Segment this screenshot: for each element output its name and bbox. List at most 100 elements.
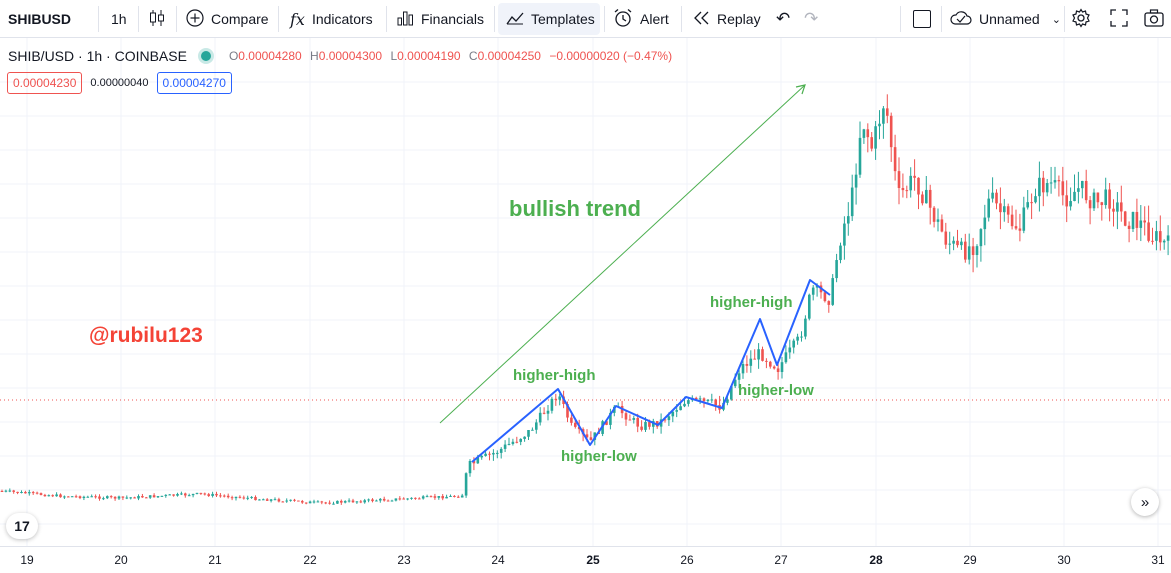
candle-body [406,498,409,500]
sell-price-button[interactable]: 0.00004230 [7,72,83,94]
camera-icon [1144,8,1164,30]
cloud-icon [950,10,972,29]
time-tick: 28 [869,553,883,567]
candle-body [457,496,460,498]
candle-body [195,492,199,494]
layout-button[interactable]: Unnamed ⌄ [950,0,1061,38]
candle-body [1100,202,1104,206]
replay-button[interactable]: Replay [692,0,761,38]
chart-grid [0,38,1171,546]
candle-body [702,398,706,402]
candle-body [0,491,4,492]
alarm-clock-icon [613,8,633,31]
candle-body [211,493,214,496]
candle-body [94,496,97,498]
candle-body [1030,202,1033,204]
candle-body [671,411,675,417]
candle-body [1092,192,1096,209]
candle-body [355,501,359,503]
candle-body [874,126,877,149]
candle-body [316,501,320,503]
candle-body [47,495,51,497]
candle-body [86,496,90,498]
higher-low-label-2: higher-low [738,382,814,399]
candle-body [343,501,347,503]
financials-button[interactable]: Financials [397,0,484,38]
change-value: −0.00000020 (−0.47%) [549,49,673,63]
price-chart[interactable] [0,38,1171,546]
candle-body [351,500,355,503]
candle-body [971,246,975,256]
candles-icon [149,9,165,30]
templates-button[interactable]: Templates [498,3,600,35]
divider [176,6,177,32]
candle-body [78,496,82,499]
divider [98,6,99,32]
candle-body [967,246,971,260]
symbol-title[interactable]: SHIB/USD · 1h · COINBASE [8,48,187,64]
candle-body [187,495,191,497]
candle-body [332,503,335,505]
candle-body [449,495,452,497]
candle-body [730,386,733,400]
time-tick: 26 [680,553,694,567]
candle-body [913,175,916,178]
settings-button[interactable] [1071,0,1091,38]
fx-icon: fx [290,9,305,29]
candle-body [421,496,425,499]
time-tick: 30 [1057,553,1071,567]
candle-body [429,496,433,498]
candle-body [1088,200,1092,209]
candle-body [191,493,195,496]
time-tick: 27 [774,553,788,567]
candle-body [289,499,292,501]
fullscreen-layout-button[interactable] [913,0,931,38]
candle-body [215,493,218,496]
replay-label: Replay [717,11,761,27]
candle-body [137,496,140,499]
candle-body [4,490,8,492]
alert-button[interactable]: Alert [613,0,669,38]
undo-button[interactable]: ↶ [776,0,790,38]
chart-type-button[interactable] [149,0,165,38]
time-axis[interactable]: 19 20 21 22 23 24 25 26 27 28 29 30 31 [0,546,1171,573]
candle-body [43,494,47,497]
time-tick: 25 [586,553,600,567]
candle-body [121,496,125,498]
candle-body [445,496,448,499]
candle-body [55,494,58,497]
candle-body [683,403,686,407]
candle-body [74,496,78,498]
buy-price-button[interactable]: 0.00004270 [156,72,232,94]
candle-body [940,219,944,232]
templates-icon [506,11,524,28]
indicators-button[interactable]: fx Indicators [290,0,373,38]
scroll-to-realtime-button[interactable]: » [1131,488,1159,516]
candle-body [636,418,639,427]
candle-body [51,495,54,497]
candle-body [70,496,74,498]
bar-chart-icon [397,10,414,29]
candle-body [24,491,27,494]
time-tick: 20 [114,553,128,567]
redo-icon: ↷ [804,9,819,28]
redo-button[interactable]: ↷ [804,0,818,38]
snapshot-button[interactable] [1144,0,1164,38]
candle-body [1022,207,1026,231]
fullscreen-button[interactable] [1110,0,1128,38]
candle-body [1123,211,1127,226]
candle-body [359,501,363,503]
interval-button[interactable]: 1h [111,11,127,27]
candle-body [546,410,550,414]
candle-body [1065,195,1068,207]
compare-button[interactable]: Compare [186,0,269,38]
candle-body [269,499,273,501]
candle-body [944,231,948,245]
candle-body [827,301,831,305]
tradingview-logo[interactable]: 17 [6,513,38,539]
time-tick: 23 [397,553,411,567]
candle-body [753,358,756,360]
symbol-search[interactable]: SHIBUSD [8,11,72,27]
candle-body [141,496,144,498]
candle-body [503,444,507,449]
